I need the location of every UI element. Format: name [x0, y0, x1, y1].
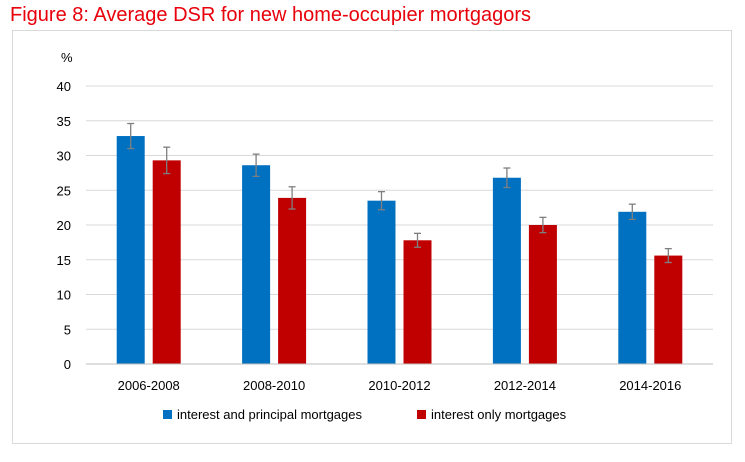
bar — [152, 160, 181, 364]
bar-chart: 0 5 10 15 20 25 30 35 40 % 2006-2008 2008-2010 201… — [57, 50, 713, 422]
error-bar — [414, 232, 421, 248]
error-bar — [628, 203, 636, 221]
legend-swatch — [163, 410, 172, 419]
error-bar — [378, 190, 385, 211]
x-tick-label: 2006-2008 — [118, 378, 180, 393]
y-tick-label: 20 — [57, 218, 71, 233]
chart-frame: 0 5 10 15 20 25 30 35 40 % 2006-2008 2008-2010 201… — [12, 30, 732, 444]
chart-title: Figure 8: Average DSR for new home-occup… — [10, 4, 531, 26]
y-axis: 0 5 10 15 20 25 30 35 40 — [57, 79, 71, 372]
error-bars — [127, 122, 672, 264]
legend: interest and principal mortgages interest… — [163, 407, 567, 422]
bar — [492, 177, 521, 364]
error-bar — [503, 167, 511, 189]
legend-label: interest and principal mortgages — [177, 407, 362, 422]
x-tick-label: 2014-2016 — [619, 378, 681, 393]
y-tick-label: 40 — [57, 79, 71, 94]
bar — [116, 136, 145, 364]
error-bar — [664, 247, 672, 264]
y-tick-label: 30 — [57, 149, 71, 164]
bar — [403, 240, 432, 364]
bar — [367, 200, 396, 364]
error-bar — [127, 122, 135, 150]
y-tick-label: 25 — [57, 183, 71, 198]
legend-label: interest only mortgages — [431, 407, 567, 422]
bar — [528, 225, 557, 364]
bar — [654, 255, 683, 364]
bar — [242, 165, 271, 364]
legend-swatch — [417, 410, 426, 419]
y-tick-label: 0 — [64, 357, 71, 372]
y-tick-label: 35 — [57, 114, 71, 129]
error-bar — [288, 186, 296, 210]
y-tick-label: 5 — [64, 322, 71, 337]
error-bar — [539, 216, 547, 234]
error-bar — [163, 146, 171, 175]
y-tick-label: 10 — [57, 288, 71, 303]
x-tick-label: 2012-2014 — [494, 378, 556, 393]
y-tick-label: 15 — [57, 253, 71, 268]
y-axis-unit-label: % — [61, 50, 73, 65]
x-tick-label: 2008-2010 — [243, 378, 305, 393]
bar — [618, 211, 647, 364]
x-tick-label: 2010-2012 — [368, 378, 430, 393]
bars — [116, 136, 683, 364]
gridlines — [86, 85, 713, 365]
error-bar — [252, 153, 260, 178]
x-axis: 2006-2008 2008-2010 2010-2012 2012-2014 2014… — [86, 363, 713, 393]
bar — [278, 197, 307, 364]
